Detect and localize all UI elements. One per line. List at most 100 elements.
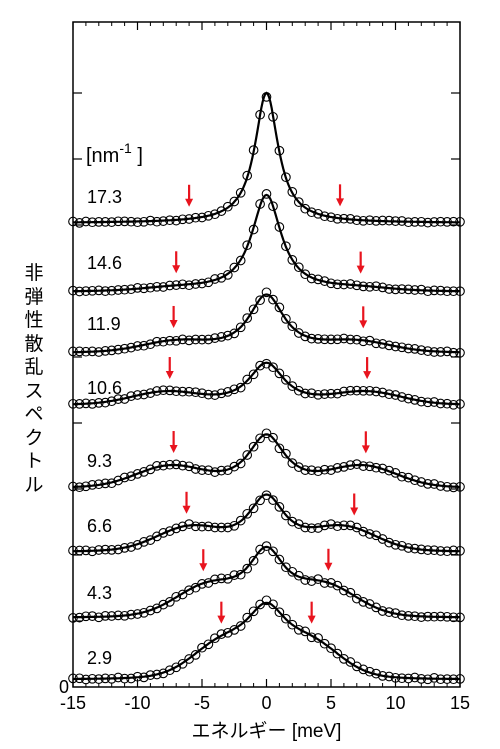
data-point [74,286,85,297]
data-point [261,428,272,439]
data-point [106,285,117,296]
data-point [81,481,91,492]
data-point [235,569,246,580]
data-point [216,388,227,399]
data-point [139,340,149,351]
data-point [235,621,246,631]
data-point [119,543,130,553]
data-point [93,612,104,623]
data-point [455,399,465,409]
data-point [197,465,207,475]
data-point [442,481,452,492]
arrow-head [324,562,333,571]
data-point [345,279,356,289]
data-point [81,346,91,357]
unit-label: [nm-1 ] [86,140,143,167]
data-point [171,280,182,290]
data-point [384,389,394,400]
data-point [332,334,343,345]
data-point [313,334,323,344]
data-point [326,519,336,529]
q-label: 2.9 [87,648,112,668]
data-point [358,461,369,471]
data-point [248,555,259,566]
data-point [87,399,98,409]
data-point [371,216,381,226]
data-point [442,217,452,227]
data-point [139,389,149,400]
arrow-head [172,265,181,274]
data-point [268,599,278,610]
data-point [235,187,246,198]
data-point [242,563,253,574]
data-point [132,469,143,479]
data-point [145,605,156,616]
data-point [100,611,111,621]
data-point [448,674,459,685]
data-point [319,520,330,531]
data-point [152,461,162,471]
y-tick-label-zero: 0 [59,677,69,697]
data-point [177,334,188,345]
data-point [74,399,85,409]
data-point [235,382,246,393]
data-point [255,199,265,209]
data-point [190,334,201,345]
data-point [171,523,182,534]
data-point [351,215,362,226]
data-point [197,334,207,345]
data-point [119,610,130,621]
data-point [222,330,233,341]
data-point [87,285,98,296]
arrow-head [359,320,368,329]
data-point [390,284,401,295]
data-point [455,545,465,556]
x-tick-label: 15 [450,693,470,713]
data-point [397,284,407,294]
data-point [81,545,91,556]
data-point [326,388,336,399]
data-point [422,674,433,685]
data-point [210,467,220,477]
data-point [416,544,427,555]
data-point [409,285,420,295]
data-point [184,214,194,224]
data-point [455,612,465,623]
arrow-head [217,615,226,624]
data-point [158,282,169,292]
data-point [371,281,381,292]
data-point [397,673,407,684]
data-point [229,384,240,395]
data-point [184,335,194,346]
q-label: 6.6 [87,516,112,536]
data-point [184,585,194,596]
data-point [152,216,162,227]
data-point [274,502,285,512]
fit-curve [73,493,460,553]
data-point [332,279,343,290]
data-point [274,222,285,232]
data-point [177,279,188,290]
data-point [384,284,394,294]
data-point [261,92,272,102]
data-point [139,672,149,683]
data-point [261,541,272,551]
data-point [339,654,349,664]
data-point [139,607,149,618]
data-point [139,216,149,227]
arrow-head [361,445,370,454]
data-point [248,503,259,514]
data-point [358,597,369,607]
x-tick-label: 10 [385,693,405,713]
data-point [158,336,169,347]
data-point [397,540,407,551]
data-point [442,286,452,297]
data-point [248,145,259,155]
data-point [158,385,169,396]
data-point [377,339,388,349]
data-point [145,215,156,226]
data-point [100,544,111,555]
arrow-head [169,319,178,328]
data-point [332,463,343,473]
data-point [390,216,401,226]
